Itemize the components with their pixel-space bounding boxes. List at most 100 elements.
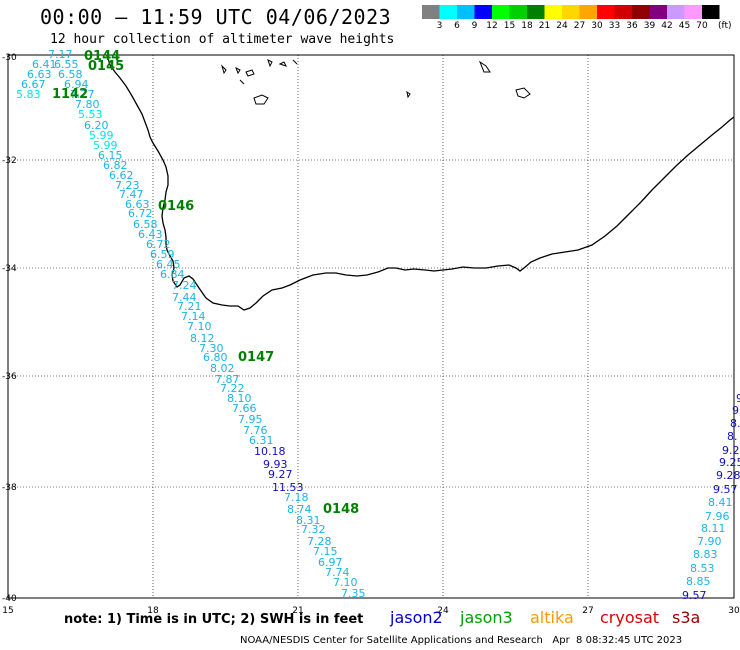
wave-height-value: 11.53 [272, 481, 304, 494]
wave-height-value: 8.74 [287, 503, 312, 516]
longitude-label: 18 [147, 606, 159, 616]
wave-height-value: 8.10 [227, 392, 252, 405]
wave-height-value: 6.41 [32, 58, 57, 71]
wave-height-value: 7.47 [119, 188, 144, 201]
color-scale-tick: 21 [538, 21, 551, 31]
credit-line: NOAA/NESDIS Center for Satellite Applica… [240, 635, 683, 646]
wave-height-value: 7.22 [220, 382, 245, 395]
wave-height-value: 9.57 [682, 589, 707, 602]
wave-height-value: 7.66 [232, 402, 257, 415]
map-frame [7, 54, 735, 599]
latitude-label: -32 [2, 156, 17, 166]
color-swatch [667, 5, 685, 19]
wave-height-value: 7.35 [341, 587, 366, 600]
wave-height-value: 8. [730, 417, 740, 430]
wave-height-value: 8.53 [690, 562, 715, 575]
color-swatch [422, 5, 440, 19]
units-note: note: 1) Time is in UTC; 2) SWH is in fe… [64, 612, 364, 627]
wave-height-value: 6.15 [98, 149, 123, 162]
color-swatch [474, 5, 492, 19]
latitude-label: -38 [2, 483, 17, 493]
wave-height-value: 9 [732, 404, 739, 417]
wave-height-value: 7.80 [75, 98, 100, 111]
graticule [8, 55, 734, 598]
map-subtitle: 12 hour collection of altimeter wave hei… [50, 32, 395, 47]
color-scale-tick: 70 [696, 21, 708, 31]
satellite-legend-jason3: jason3 [460, 608, 513, 627]
color-scale-tick: 18 [521, 21, 533, 31]
wave-height-value: 5.83 [16, 88, 41, 101]
wave-height-value: 5.53 [78, 108, 103, 121]
color-swatch [527, 5, 545, 19]
wave-height-value: 7.74 [325, 566, 350, 579]
pass-time-label: 0145 [88, 59, 124, 74]
wave-height-value: 6.84 [160, 268, 185, 281]
color-scale-unit: (ft) [718, 21, 732, 31]
wave-height-value: 7.87 [215, 373, 240, 386]
wave-height-value: 7.23 [115, 179, 140, 192]
wave-height-value: 10.18 [254, 445, 286, 458]
color-scale-tick: 36 [626, 21, 638, 31]
wave-height-value: 7.10 [187, 320, 212, 333]
wave-height-value: 6.20 [84, 119, 109, 132]
wave-height-value: 7.24 [172, 279, 197, 292]
wave-height-value: 6.58 [58, 68, 83, 81]
wave-height-value: 6.62 [109, 169, 134, 182]
color-swatch [509, 5, 527, 19]
wave-height-value: 7.32 [301, 523, 326, 536]
wave-height-value: 5.99 [93, 139, 118, 152]
pass-time-label: 0147 [238, 350, 274, 365]
wave-height-value: 8.11 [701, 522, 726, 535]
wave-height-value: 9.28 [716, 469, 740, 482]
color-scale-tick: 45 [678, 21, 691, 31]
latitude-label: -30 [2, 53, 17, 63]
wave-height-value: 9.25 [719, 456, 740, 469]
satellite-legend-s3a: s3a [672, 608, 701, 627]
longitude-label: 30 [728, 606, 740, 616]
wave-height-value: 9.57 [713, 483, 738, 496]
altimeter-track-east: 998.8.9.29.259.289.578.417.968.117.908.8… [682, 392, 740, 602]
wave-height-value: 8.02 [210, 362, 235, 375]
pass-time-label: 1142 [52, 87, 88, 102]
wave-height-value: 7.27 [70, 88, 95, 101]
color-swatch [597, 5, 615, 19]
wave-height-value: 8.31 [296, 514, 321, 527]
wave-height-value: 5.99 [89, 129, 114, 142]
wave-height-value: 6.80 [203, 351, 228, 364]
longitude-label: 21 [292, 606, 303, 616]
wave-height-value: 6.82 [103, 159, 128, 172]
wave-height-value: 6.59 [150, 248, 175, 261]
latitude-labels: -30 -32 -34 -36 -38 -40 [2, 53, 17, 604]
wave-height-value: 6.45 [156, 258, 181, 271]
color-swatch [614, 5, 632, 19]
pass-time-label: 0148 [323, 502, 359, 517]
altimeter-track-west: 7.176.416.556.63 6.586.67 6.945.83 7.277.80… [16, 48, 366, 600]
color-scale-tick: 24 [556, 21, 568, 31]
color-scale-tick: 39 [643, 21, 656, 31]
wave-height-value: 7.96 [705, 510, 730, 523]
wave-height-value: 9.27 [268, 468, 293, 481]
color-swatch [492, 5, 510, 19]
coastline [106, 54, 735, 311]
latitude-label: -34 [2, 264, 17, 274]
wave-height-value: 6.97 [318, 556, 343, 569]
wave-height-value: 6.31 [249, 434, 274, 447]
wave-height-value: 9.2 [722, 444, 740, 457]
color-swatch [684, 5, 702, 19]
color-swatch [544, 5, 562, 19]
satellite-legend-cryosat: cryosat [600, 608, 660, 627]
pass-time-label: 0144 [84, 49, 120, 64]
wave-height-value: 8.85 [686, 575, 711, 588]
wave-height-value: 7.28 [307, 535, 332, 548]
color-scale-tick: 15 [503, 21, 516, 31]
color-swatch [562, 5, 580, 19]
wave-height-value: 9.93 [263, 458, 288, 471]
color-swatch [702, 5, 720, 19]
wave-height-value: 6.72 [128, 207, 153, 220]
longitude-labels: 15 18 21 24 27 30 [2, 606, 740, 616]
color-scale-tick: 33 [608, 21, 621, 31]
color-scale-tick: 9 [471, 21, 478, 31]
wave-height-value: 7.44 [172, 291, 197, 304]
